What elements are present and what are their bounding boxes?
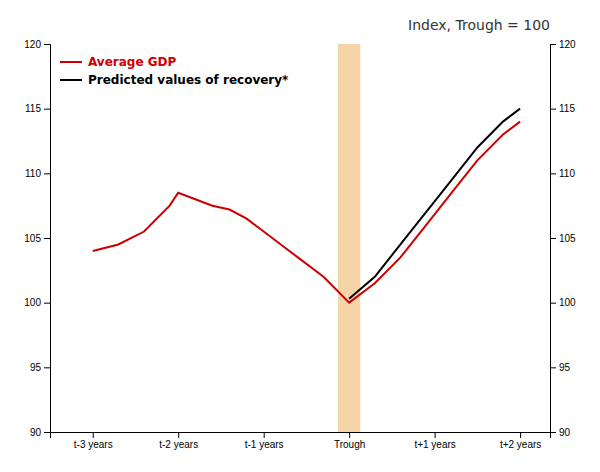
tick-label: 100 xyxy=(559,297,576,308)
legend-item: Average GDP xyxy=(60,55,177,69)
shading xyxy=(338,44,360,432)
axis-line xyxy=(44,45,51,433)
tick-mark xyxy=(44,44,50,45)
tick-label: 100 xyxy=(24,297,41,308)
legend-swatch xyxy=(60,61,82,63)
tick: Trough xyxy=(334,432,365,450)
tick-label: 115 xyxy=(25,103,41,114)
tick: 120 xyxy=(24,39,50,50)
tick: t+1 years xyxy=(414,432,455,450)
tick-label: 105 xyxy=(559,233,576,244)
tick: 120 xyxy=(550,39,576,50)
legend-item: Predicted values of recovery* xyxy=(60,73,289,87)
tick-mark xyxy=(550,109,556,110)
tick: 105 xyxy=(550,233,576,244)
tick: 105 xyxy=(24,233,50,244)
tick-mark xyxy=(44,109,50,110)
tick: 95 xyxy=(550,362,571,373)
tick: 115 xyxy=(550,103,575,114)
tick-label: t-3 years xyxy=(74,439,113,450)
tick-label: 105 xyxy=(24,233,41,244)
tick-label: 115 xyxy=(559,103,575,114)
axis-line xyxy=(51,433,551,439)
tick-label: 95 xyxy=(559,362,571,373)
tick-mark xyxy=(550,367,556,368)
tick-mark xyxy=(93,432,94,438)
tick-label: 120 xyxy=(24,39,41,50)
title: Index, Trough = 100 xyxy=(408,17,550,33)
tick-label: 90 xyxy=(30,427,42,438)
chart: t-3 years t-2 years t-1 years Trough t+1 yea… xyxy=(0,0,600,472)
tick-mark xyxy=(178,432,179,438)
tick: t+2 years xyxy=(500,432,541,450)
axis-line xyxy=(551,45,557,433)
tick-label: 110 xyxy=(25,168,41,179)
tick: t-3 years xyxy=(74,432,113,450)
tick-mark xyxy=(550,173,556,174)
tick: 100 xyxy=(550,297,576,308)
tick-mark xyxy=(44,238,50,239)
tick: 110 xyxy=(550,168,575,179)
plot: t-3 years t-2 years t-1 years Trough t+1 yea… xyxy=(24,39,576,450)
tick-mark xyxy=(44,173,50,174)
tick-mark xyxy=(550,238,556,239)
tick-label: t+1 years xyxy=(414,439,455,450)
tick-mark xyxy=(435,432,436,438)
tick: t-1 years xyxy=(245,432,284,450)
tick-mark xyxy=(550,432,556,433)
tick-label: Trough xyxy=(334,439,365,450)
line xyxy=(93,122,520,303)
tick: 90 xyxy=(550,427,571,438)
tick-mark xyxy=(349,432,350,438)
tick: t-2 years xyxy=(159,432,198,450)
tick-mark xyxy=(44,303,50,304)
tick-label: 95 xyxy=(30,362,42,373)
tick-mark xyxy=(550,44,556,45)
tick: 115 xyxy=(25,103,50,114)
tick-label: t+2 years xyxy=(500,439,541,450)
legend-label: Average GDP xyxy=(88,55,177,69)
x-axis: t-3 years t-2 years t-1 years Trough t+1 yea… xyxy=(51,432,551,450)
tick-label: 120 xyxy=(559,39,576,50)
legend-label: Predicted values of recovery* xyxy=(88,73,289,87)
tick-label: 110 xyxy=(559,168,575,179)
tick: 90 xyxy=(30,427,50,438)
tick-label: 90 xyxy=(559,427,571,438)
tick-mark xyxy=(550,303,556,304)
tick-mark xyxy=(44,367,50,368)
tick-mark xyxy=(264,432,265,438)
tick-label: t-1 years xyxy=(245,439,284,450)
legend: Average GDP Predicted values of recovery* xyxy=(60,55,289,87)
line xyxy=(349,109,520,299)
tick: 110 xyxy=(25,168,50,179)
y-axis: 90 95 100 105 110 115 120 xyxy=(24,39,50,438)
tick-mark xyxy=(44,432,50,433)
tick-mark xyxy=(520,432,521,438)
legend-swatch xyxy=(60,79,82,81)
tick: 95 xyxy=(30,362,50,373)
marks xyxy=(93,44,520,432)
tick: 100 xyxy=(24,297,50,308)
y2-axis: 90 95 100 105 110 115 120 xyxy=(550,39,576,438)
tick-label: t-2 years xyxy=(159,439,198,450)
